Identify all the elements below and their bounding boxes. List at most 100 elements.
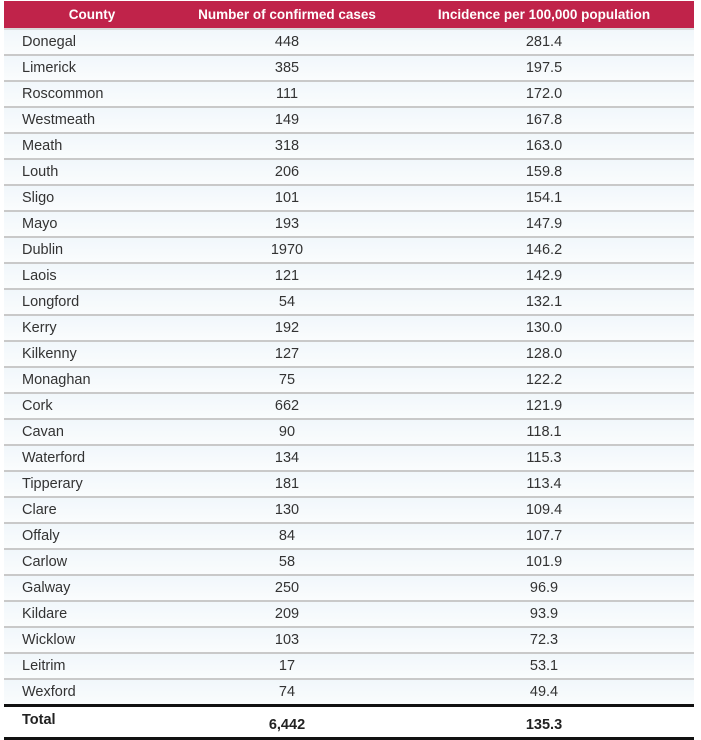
cases-cell: 127 [180, 341, 394, 368]
county-cases-table: County Number of confirmed cases Inciden… [4, 1, 694, 740]
county-cell: Meath [4, 133, 180, 160]
county-cell: Kerry [4, 315, 180, 342]
incidence-cell: 72.3 [394, 627, 694, 654]
table-row: Waterford 134 115.3 [4, 445, 694, 472]
county-cell: Westmeath [4, 107, 180, 134]
incidence-cell: 159.8 [394, 159, 694, 186]
table-body: Donegal 448 281.4 Limerick 385 197.5 Roscommon… [4, 29, 694, 707]
table-row: Donegal 448 281.4 [4, 29, 694, 56]
cases-cell: 149 [180, 107, 394, 134]
header-county: County [4, 1, 180, 30]
county-cell: Cavan [4, 419, 180, 446]
incidence-cell: 93.9 [394, 601, 694, 628]
cases-cell: 181 [180, 471, 394, 498]
county-cell: Mayo [4, 211, 180, 238]
county-cell: Louth [4, 159, 180, 186]
table-row: Meath 318 163.0 [4, 133, 694, 160]
table-header: County Number of confirmed cases Inciden… [4, 1, 694, 30]
incidence-cell: 172.0 [394, 81, 694, 108]
table-row: Kilkenny 127 128.0 [4, 341, 694, 368]
table-row: Mayo 193 147.9 [4, 211, 694, 238]
table-row: Galway 250 96.9 [4, 575, 694, 602]
incidence-cell: 53.1 [394, 653, 694, 680]
county-cell: Donegal [4, 29, 180, 56]
county-cell: Laois [4, 263, 180, 290]
table-row: Offaly 84 107.7 [4, 523, 694, 550]
table-row: Roscommon 111 172.0 [4, 81, 694, 108]
cases-cell: 17 [180, 653, 394, 680]
table-row: Cavan 90 118.1 [4, 419, 694, 446]
county-cell: Clare [4, 497, 180, 524]
county-cell: Roscommon [4, 81, 180, 108]
cases-cell: 101 [180, 185, 394, 212]
table-row: Sligo 101 154.1 [4, 185, 694, 212]
incidence-cell: 115.3 [394, 445, 694, 472]
county-cell: Leitrim [4, 653, 180, 680]
county-cell: Tipperary [4, 471, 180, 498]
incidence-cell: 96.9 [394, 575, 694, 602]
cases-cell: 662 [180, 393, 394, 420]
total-row: Total 6,442 135.3 [4, 705, 694, 740]
incidence-cell: 107.7 [394, 523, 694, 550]
header-incidence: Incidence per 100,000 population [394, 1, 694, 30]
table-row: Tipperary 181 113.4 [4, 471, 694, 498]
table-row: Laois 121 142.9 [4, 263, 694, 290]
table-row: Kerry 192 130.0 [4, 315, 694, 342]
county-cell: Carlow [4, 549, 180, 576]
cases-cell: 206 [180, 159, 394, 186]
county-cell: Sligo [4, 185, 180, 212]
county-cell: Kilkenny [4, 341, 180, 368]
cases-cell: 90 [180, 419, 394, 446]
cases-cell: 250 [180, 575, 394, 602]
cases-cell: 58 [180, 549, 394, 576]
cases-cell: 134 [180, 445, 394, 472]
incidence-cell: 121.9 [394, 393, 694, 420]
county-cell: Longford [4, 289, 180, 316]
table-row: Monaghan 75 122.2 [4, 367, 694, 394]
county-cell: Waterford [4, 445, 180, 472]
incidence-cell: 163.0 [394, 133, 694, 160]
incidence-cell: 101.9 [394, 549, 694, 576]
incidence-cell: 118.1 [394, 419, 694, 446]
incidence-cell: 167.8 [394, 107, 694, 134]
table-row: Longford 54 132.1 [4, 289, 694, 316]
incidence-cell: 130.0 [394, 315, 694, 342]
county-cell: Offaly [4, 523, 180, 550]
incidence-cell: 154.1 [394, 185, 694, 212]
cases-cell: 74 [180, 679, 394, 707]
incidence-cell: 49.4 [394, 679, 694, 707]
incidence-cell: 197.5 [394, 55, 694, 82]
table-row: Carlow 58 101.9 [4, 549, 694, 576]
table-row: Wexford 74 49.4 [4, 679, 694, 707]
table-row: Cork 662 121.9 [4, 393, 694, 420]
cases-cell: 1970 [180, 237, 394, 264]
table-row: Westmeath 149 167.8 [4, 107, 694, 134]
incidence-cell: 142.9 [394, 263, 694, 290]
incidence-cell: 122.2 [394, 367, 694, 394]
cases-cell: 103 [180, 627, 394, 654]
county-cell: Galway [4, 575, 180, 602]
county-cell: Monaghan [4, 367, 180, 394]
cases-cell: 111 [180, 81, 394, 108]
cases-cell: 318 [180, 133, 394, 160]
cases-cell: 121 [180, 263, 394, 290]
table-row: Dublin 1970 146.2 [4, 237, 694, 264]
cases-cell: 193 [180, 211, 394, 238]
incidence-cell: 109.4 [394, 497, 694, 524]
table-row: Leitrim 17 53.1 [4, 653, 694, 680]
total-incidence: 135.3 [394, 705, 694, 740]
table-row: Louth 206 159.8 [4, 159, 694, 186]
county-cell: Limerick [4, 55, 180, 82]
incidence-cell: 132.1 [394, 289, 694, 316]
county-cell: Dublin [4, 237, 180, 264]
header-row: County Number of confirmed cases Inciden… [4, 1, 694, 30]
county-cell: Wexford [4, 679, 180, 707]
cases-cell: 192 [180, 315, 394, 342]
total-cases: 6,442 [180, 705, 394, 740]
cases-cell: 84 [180, 523, 394, 550]
cases-cell: 130 [180, 497, 394, 524]
total-label: Total [4, 705, 180, 740]
cases-cell: 385 [180, 55, 394, 82]
table-footer: Total 6,442 135.3 [4, 705, 694, 740]
table-row: Wicklow 103 72.3 [4, 627, 694, 654]
